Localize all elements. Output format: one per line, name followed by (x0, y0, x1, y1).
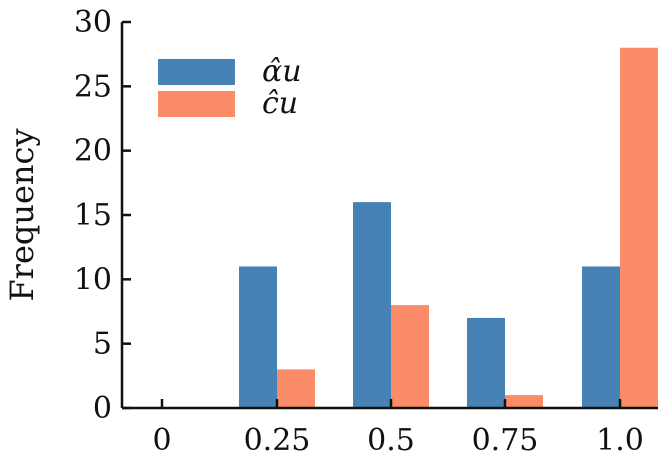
y-tick-label: 15 (74, 198, 112, 233)
y-tick-label: 10 (74, 262, 112, 297)
x-tick-label: 1.0 (596, 423, 644, 458)
y-tick-label: 5 (93, 327, 112, 362)
bars-group (239, 47, 658, 408)
y-tick-label: 30 (74, 5, 112, 40)
bar-series1-0.25 (239, 266, 277, 408)
y-tick-label: 25 (74, 69, 112, 104)
legend-label-1: α̂u (262, 54, 302, 89)
x-tick-label: 0 (152, 423, 171, 458)
legend-label-2: ĉu (262, 86, 298, 121)
y-ticks: 0 5 10 15 20 25 30 (74, 5, 131, 426)
bar-series1-0.5 (353, 202, 391, 408)
bar-series2-1.0 (620, 47, 658, 408)
y-tick-label: 20 (74, 134, 112, 169)
legend-swatch-1 (158, 59, 235, 85)
bar-series2-0.5 (391, 305, 429, 408)
legend-swatch-2 (158, 91, 235, 117)
x-ticks: 0 0.25 0.5 0.75 1.0 (152, 399, 644, 458)
y-axis-label: Frequency (3, 128, 41, 301)
bar-series2-0.25 (277, 369, 315, 408)
bar-series2-0.75 (505, 395, 543, 408)
bar-series1-0.75 (467, 317, 505, 408)
legend: α̂uĉu (158, 54, 302, 121)
bar-series1-1.0 (582, 266, 620, 408)
x-tick-label: 0.75 (472, 423, 539, 458)
x-tick-label: 0.25 (244, 423, 311, 458)
x-tick-label: 0.5 (367, 423, 415, 458)
y-tick-label: 0 (93, 391, 112, 426)
